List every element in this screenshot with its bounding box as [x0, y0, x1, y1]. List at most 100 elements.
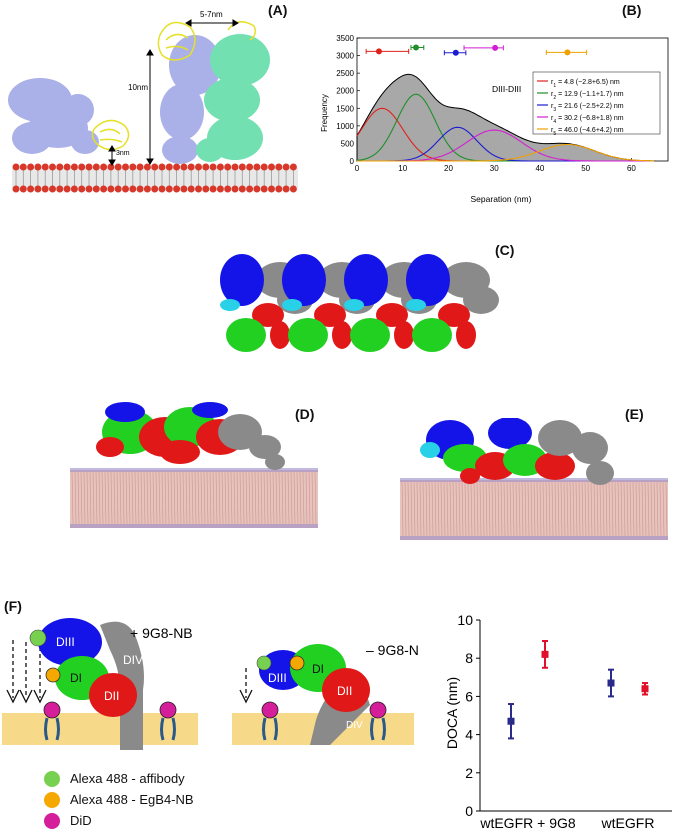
div-label-right: DIV — [346, 720, 363, 731]
height-annotation: 10nm — [128, 83, 148, 92]
peak-point-2 — [412, 44, 419, 51]
x-tick-label: 50 — [581, 164, 590, 173]
dii-label-left: DII — [104, 689, 119, 703]
x-axis-label: Separation (nm) — [471, 194, 532, 204]
did-lipid-icon — [159, 701, 177, 741]
panel-label-c: (C) — [495, 242, 515, 258]
panel-label-a: (A) — [268, 2, 288, 18]
panel-f-legend: Alexa 488 - affibody Alexa 488 - EgB4-NB… — [40, 770, 320, 840]
x-tick-label: 40 — [535, 164, 544, 173]
y-axis-label: DOCA (nm) — [444, 677, 460, 749]
legend-entry: r4 = 30.2 (−6.8+1.8) nm — [551, 115, 624, 125]
affibody-dot — [29, 629, 47, 647]
doca-point — [641, 685, 649, 693]
egfr-dimer-shape — [160, 34, 270, 164]
egfr-monomer-shape — [8, 78, 99, 154]
legend: r1 = 4.8 (−2.8+6.5) nm r2 = 12.9 (−1.1+1.… — [532, 71, 661, 137]
legend-box — [532, 71, 661, 135]
doca-point — [607, 679, 615, 687]
peak-point-1 — [375, 48, 382, 55]
panel-label-f: (F) — [4, 598, 22, 614]
div-label-left: DIV — [123, 653, 143, 667]
x-tick-label: 0 — [355, 164, 360, 173]
di-label-left: DI — [70, 671, 82, 685]
did-legend-icon — [44, 813, 60, 829]
panel-e-membrane-model — [400, 418, 668, 540]
legend-entry: r2 = 12.9 (−1.1+1.7) nm — [551, 91, 624, 101]
gap-annotation: 3nm — [116, 150, 130, 157]
legend-label-did: DiD — [70, 813, 92, 828]
nanobody-shape-left — [91, 119, 130, 151]
minus-9g8-label: – 9G8-NB — [366, 642, 420, 658]
did-lipid-icon — [261, 701, 279, 741]
y-tick-label: 0 — [465, 803, 473, 819]
x-category-label: wtEGFR — [601, 815, 655, 831]
membrane-slab-d — [70, 468, 318, 528]
y-tick-label: 1000 — [336, 122, 354, 131]
diii-label-left: DIII — [56, 635, 75, 649]
y-tick-label: 6 — [465, 688, 473, 704]
y-tick-label: 2500 — [336, 69, 354, 78]
egb4-nb-dot — [289, 655, 305, 671]
plus-9g8-label: + 9G8-NB — [130, 625, 193, 641]
domain-dii-left — [89, 673, 137, 717]
membrane-slab-e — [400, 478, 668, 540]
panel-d-membrane-model — [70, 402, 318, 528]
dii-label-right: DII — [337, 684, 352, 698]
egfr-complex-e — [420, 418, 614, 485]
x-tick-label: 20 — [444, 164, 453, 173]
y-tick-label: 10 — [457, 612, 473, 628]
panel-label-b: (B) — [622, 2, 642, 18]
peak-point-3 — [452, 49, 459, 56]
y-tick-label: 2000 — [336, 87, 354, 96]
y-tick-label: 3000 — [336, 52, 354, 61]
alexa488-affibody-legend-icon — [44, 771, 60, 787]
did-lipid-icon — [369, 701, 387, 741]
did-lipid-icon — [43, 701, 61, 741]
legend-label-affibody: Alexa 488 - affibody — [70, 771, 185, 786]
dimer-unit — [406, 254, 499, 352]
affibody-dot — [256, 655, 272, 671]
egfr-diagram-minus-9g8: DIII DI DII DIV — [256, 644, 370, 745]
y-tick-label: 1500 — [336, 104, 354, 113]
y-tick-label: 3500 — [336, 34, 354, 43]
fret-arrows-left — [12, 640, 41, 698]
diii-label-right: DIII — [268, 671, 287, 685]
egb4-nb-dot — [45, 667, 61, 683]
doca-point — [507, 717, 515, 725]
y-tick-label: 2 — [465, 765, 473, 781]
panel-label-d: (D) — [295, 406, 315, 422]
legend-entry: r3 = 21.6 (−2.5+2.2) nm — [551, 103, 624, 113]
doca-point — [541, 650, 549, 658]
x-tick-label: 10 — [398, 164, 407, 173]
legend-label-egb4: Alexa 488 - EgB4-NB — [70, 792, 194, 807]
panel-f-doca-chart: DOCA (nm) 0 2 4 6 8 10 wtEGFR + 9G8 wtEGFR — [444, 612, 672, 831]
lipid-bilayer — [12, 163, 298, 193]
egfr-diagram-plus-9g8: DIII DI DII DIV — [29, 618, 144, 750]
legend-entry: r1 = 4.8 (−2.8+6.5) nm — [551, 79, 620, 89]
dimer-unit — [282, 254, 375, 352]
legend-entry: r5 = 46.0 (−4.6+4.2) nm — [551, 127, 624, 137]
membrane-left — [2, 713, 198, 745]
panel-a-membrane-figure: 5-7nm 10nm 3nm — [8, 10, 298, 193]
y-tick-label: 0 — [350, 157, 355, 166]
domain-dii-right — [322, 668, 370, 712]
y-tick-label: 4 — [465, 727, 473, 743]
chart-title: DIII-DIII — [492, 84, 521, 94]
x-category-label: wtEGFR + 9G8 — [479, 815, 576, 831]
panel-c-dimer-chain — [220, 254, 499, 352]
x-tick-label: 60 — [627, 164, 636, 173]
y-axis-label: Frequency — [320, 94, 329, 132]
panel-label-e: (E) — [625, 406, 644, 422]
panel-f-schematic: DIII DI DII DIV + 9G8-NB DIII DI DII DIV… — [2, 618, 420, 750]
y-tick-label: 500 — [341, 139, 355, 148]
di-label-right: DI — [312, 662, 324, 676]
domain-diii-left — [38, 618, 102, 666]
panel-b-histogram-chart: Frequency Separation (nm) 05001000150020… — [320, 34, 669, 204]
y-tick-label: 8 — [465, 650, 473, 666]
x-tick-label: 30 — [490, 164, 499, 173]
alexa488-egb4-legend-icon — [44, 792, 60, 808]
peak-point-5 — [564, 49, 571, 56]
width-annotation: 5-7nm — [200, 10, 223, 19]
peak-point-4 — [492, 44, 499, 51]
